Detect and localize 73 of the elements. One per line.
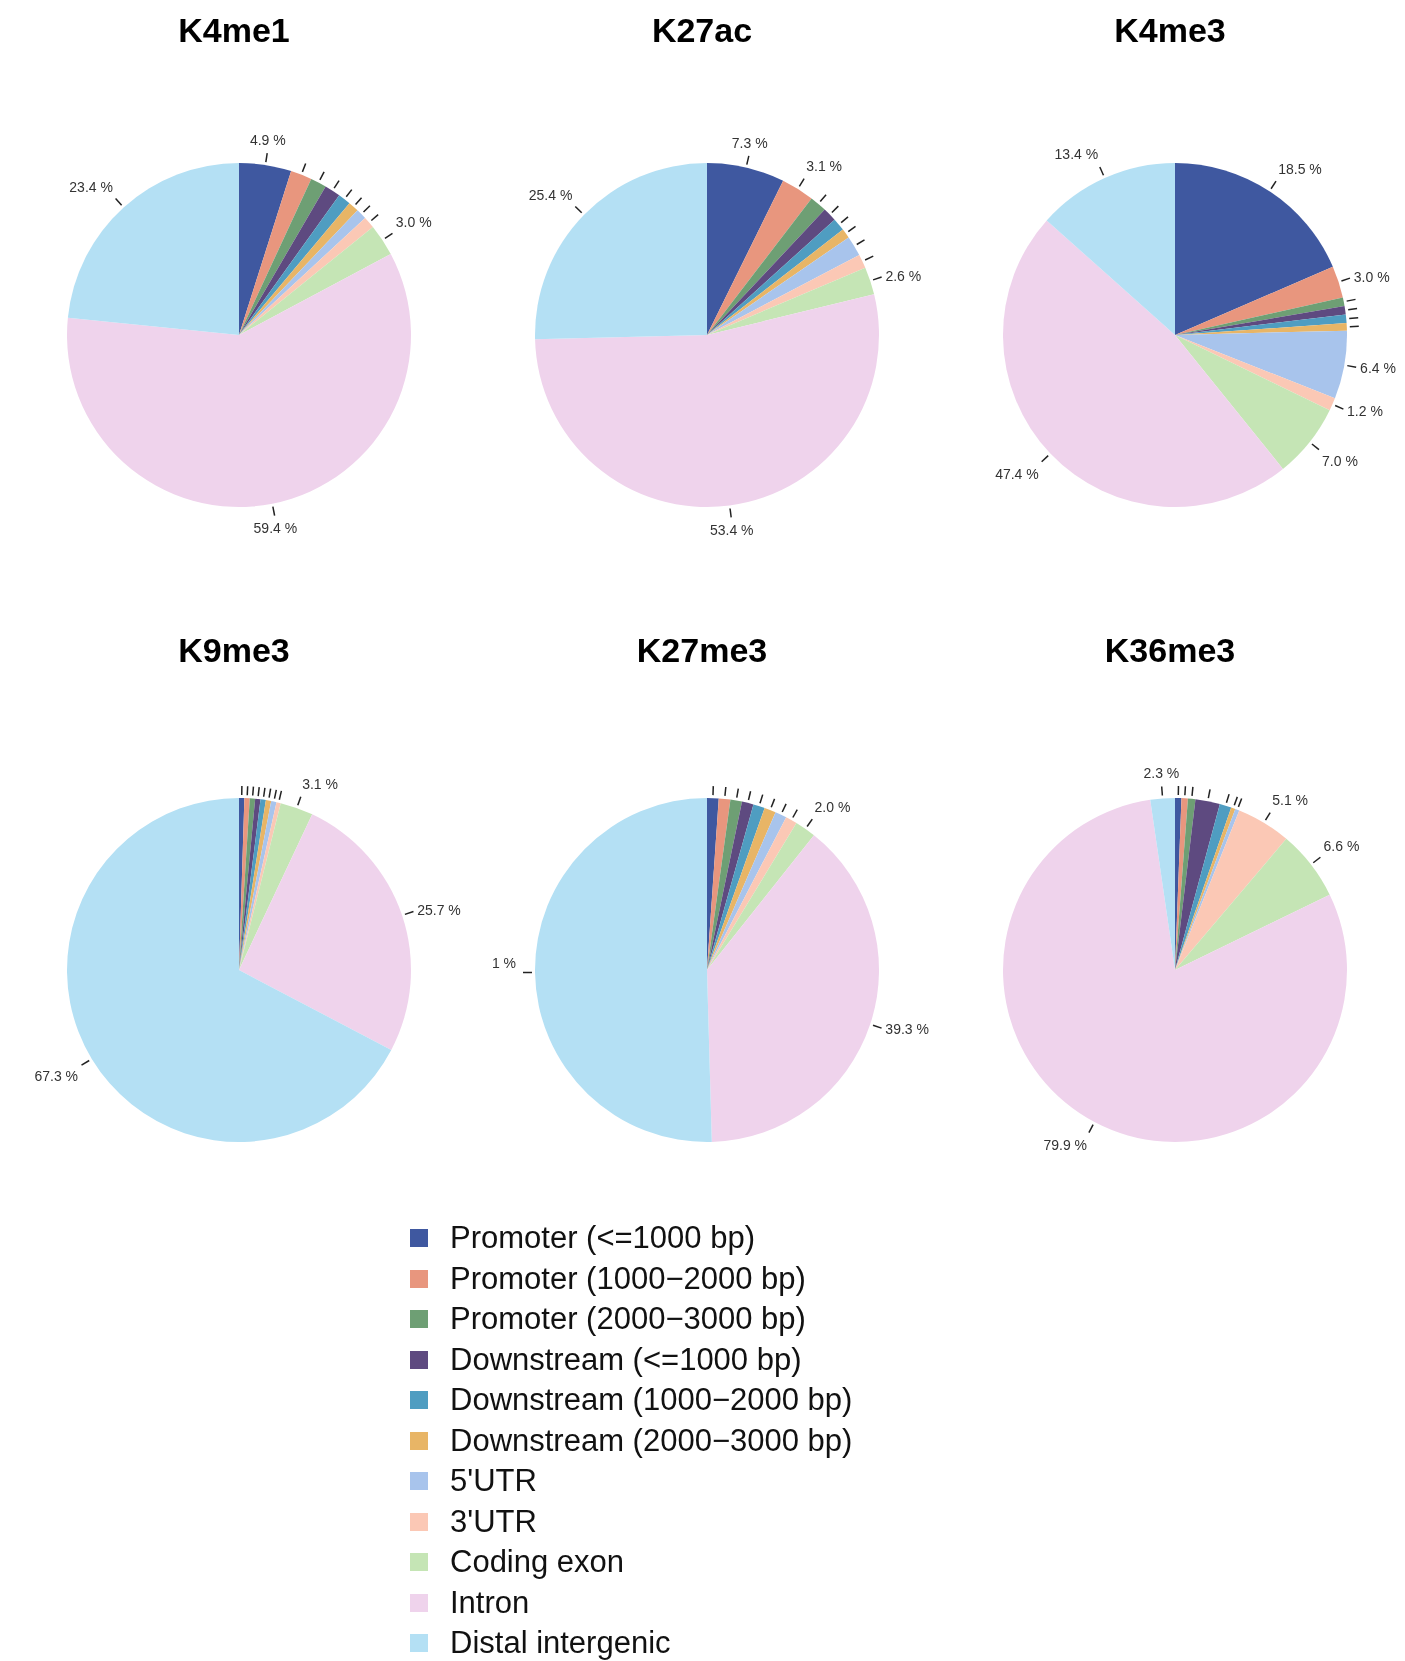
pie-slice [707,254,866,335]
legend-label: Promoter (1000−2000 bp) [450,1260,806,1297]
data-label: 67.3 % [34,1068,79,1085]
pie-slice [707,163,784,335]
legend-label: Intron [450,1584,530,1621]
pie-slice [1175,163,1333,335]
pie-slice [707,180,812,335]
legend-label: Downstream (<=1000 bp) [450,1341,802,1378]
data-label: 13.4 % [1054,146,1099,163]
pie-slice [535,294,879,507]
pie-slice [1175,305,1346,335]
pie-slice [707,799,743,970]
pie-slice [1175,799,1220,970]
pie-slice [1046,163,1175,335]
data-label: 1.2 % [1347,402,1383,419]
data-label: 25.4 % [528,186,573,203]
chart-title: K27ac [650,10,754,51]
pie-slice [707,823,814,970]
legend-label: Downstream (2000−3000 bp) [450,1422,853,1459]
pie-slice [1175,266,1343,335]
legend-label: 3'UTR [450,1503,537,1540]
pie-slice [67,163,239,335]
data-label: 5.1 % [1272,792,1309,809]
data-label: 47.4 % [995,465,1039,482]
data-label: 6.6 % [1323,837,1360,854]
pie-slice [239,814,411,1051]
pie-slice [239,799,266,970]
pie-slice [707,804,765,970]
pie-slice [67,798,392,1142]
chart-title: K4me1 [177,10,291,51]
pie-slice [239,171,312,335]
data-label: 4.9 % [249,132,286,149]
pie-slice [67,254,411,507]
data-label: 3.0 % [1353,268,1390,285]
pie-slice [707,807,776,970]
data-label: 2.0 % [814,798,851,815]
pie-slice [1175,297,1345,335]
data-label: 18.5 % [1278,160,1322,177]
text: 1 % [491,955,516,971]
legend-label: Promoter (<=1000 bp) [450,1220,756,1257]
data-label: 6.4 % [1360,359,1396,376]
data-label: 23.4 % [69,178,113,195]
chart-title: K9me3 [177,630,291,671]
legend-label: Distal intergenic [450,1625,671,1661]
data-label: 3.1 % [302,775,338,792]
chart-title: K27me3 [635,630,769,671]
data-label: 7.0 % [1322,453,1358,470]
data-label: 59.4 % [253,520,298,537]
data-label: 25.7 % [417,902,461,919]
chart-title: K36me3 [1103,630,1237,671]
pie-slice [707,267,875,335]
legend-label: Downstream (1000−2000 bp) [450,1382,853,1419]
data-label: 2.3 % [1143,765,1180,782]
pie-slice [239,803,313,970]
pie-slice [1175,330,1347,399]
legend-label: Promoter (2000−3000 bp) [450,1301,806,1338]
pie-slice [1175,810,1287,970]
pie-slice [535,798,712,1142]
data-label: 2.6 % [885,267,922,284]
data-label: 3.0 % [395,214,432,231]
data-label: 39.3 % [885,1021,929,1038]
data-label: 3.1 % [806,158,843,175]
pie-slice [239,163,292,335]
pie-slice [1175,335,1335,411]
pie-slice [707,835,879,1142]
pie-slice [1150,798,1175,970]
data-label: 79.9 % [1043,1137,1088,1154]
data-label: 7.3 % [731,134,768,151]
legend-label: Coding exon [450,1544,625,1581]
chart-title: K4me3 [1113,10,1227,51]
data-label: 53.4 % [709,522,754,539]
pie-slice [239,227,391,335]
legend-label: 5'UTR [450,1463,537,1500]
